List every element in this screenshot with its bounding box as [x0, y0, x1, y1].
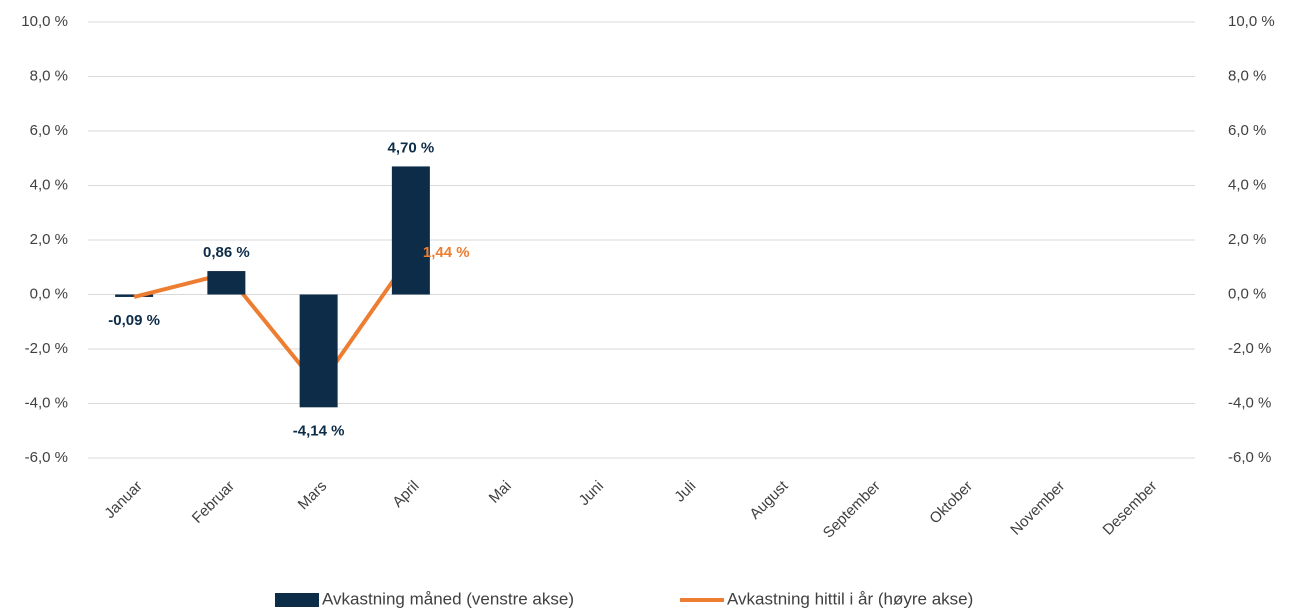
x-tick-label: April	[389, 478, 422, 511]
data-label: 1,44 %	[423, 244, 470, 261]
y-tick-label: -4,0 %	[25, 394, 68, 411]
y2-tick-label: -6,0 %	[1228, 449, 1271, 466]
y-tick-label: 0,0 %	[30, 285, 68, 302]
y-tick-label: 6,0 %	[30, 122, 68, 139]
y2-tick-label: -4,0 %	[1228, 394, 1271, 411]
x-tick-label: August	[746, 477, 792, 523]
y-tick-label: 10,0 %	[21, 13, 68, 30]
y2-tick-label: 8,0 %	[1228, 67, 1266, 84]
legend-swatch	[275, 593, 319, 607]
y-tick-label: 4,0 %	[30, 176, 68, 193]
x-tick-label: Mars	[295, 478, 331, 514]
x-tick-label: Februar	[189, 478, 238, 527]
y-tick-label: -6,0 %	[25, 449, 68, 466]
legend-label: Avkastning hittil i år (høyre akse)	[727, 589, 973, 608]
bar	[391, 166, 430, 295]
y-tick-label: 8,0 %	[30, 67, 68, 84]
y2-tick-label: 10,0 %	[1228, 13, 1275, 30]
legend-label: Avkastning måned (venstre akse)	[322, 589, 574, 608]
y2-tick-label: 6,0 %	[1228, 122, 1266, 139]
bar	[207, 271, 246, 295]
y2-tick-label: 2,0 %	[1228, 231, 1266, 248]
data-label: 0,86 %	[203, 244, 250, 261]
x-tick-label: Mai	[486, 478, 515, 507]
y2-tick-label: -2,0 %	[1228, 340, 1271, 357]
x-tick-label: Oktober	[926, 478, 976, 528]
y-tick-label: -2,0 %	[25, 340, 68, 357]
x-tick-label: Januar	[101, 478, 145, 522]
y-tick-label: 2,0 %	[30, 231, 68, 248]
data-label: -0,09 %	[108, 312, 160, 329]
data-label: 4,70 %	[388, 139, 435, 156]
x-tick-label: Juni	[576, 478, 607, 509]
x-tick-label: Desember	[1100, 478, 1161, 539]
x-tick-label: November	[1007, 478, 1068, 539]
x-tick-label: September	[820, 478, 884, 542]
x-tick-label: Juli	[671, 478, 699, 506]
data-label: -4,14 %	[293, 422, 345, 439]
line	[133, 254, 413, 390]
y2-tick-label: 4,0 %	[1228, 176, 1266, 193]
bar	[299, 294, 338, 408]
y2-tick-label: 0,0 %	[1228, 285, 1266, 302]
